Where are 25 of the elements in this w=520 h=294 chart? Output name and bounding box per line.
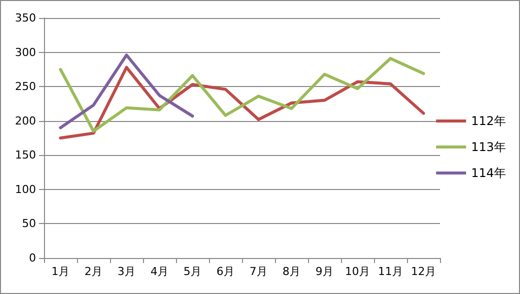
y-tick-label: 200 bbox=[15, 114, 36, 128]
x-tick-label: 7月 bbox=[250, 265, 268, 278]
x-tick-label: 9月 bbox=[316, 265, 334, 278]
x-tick-label: 8月 bbox=[282, 265, 300, 278]
legend-label: 112年 bbox=[471, 114, 506, 128]
x-tick-label: 12月 bbox=[411, 265, 436, 278]
y-tick-label: 0 bbox=[29, 252, 36, 264]
x-tick-label: 3月 bbox=[118, 265, 136, 278]
y-tick-label: 300 bbox=[15, 46, 36, 59]
x-tick-label: 2月 bbox=[84, 265, 102, 278]
x-tick-label: 11月 bbox=[378, 265, 403, 278]
line-series bbox=[59, 56, 425, 133]
y-tick-label: 50 bbox=[22, 217, 36, 230]
legend-label: 114年 bbox=[471, 166, 506, 180]
x-tick-label: 1月 bbox=[52, 265, 70, 278]
y-tick-label: 250 bbox=[15, 80, 36, 94]
legend-label: 113年 bbox=[471, 140, 506, 154]
x-tick-label: 10月 bbox=[345, 265, 370, 278]
y-tick-label: 100 bbox=[15, 182, 36, 196]
y-tick-label: 350 bbox=[15, 12, 36, 24]
y-tick-label: 150 bbox=[15, 148, 36, 162]
x-tick-label: 6月 bbox=[216, 265, 234, 278]
line-series bbox=[59, 54, 194, 130]
x-tick-label: 4月 bbox=[150, 265, 168, 278]
x-tick-label: 5月 bbox=[184, 265, 202, 278]
